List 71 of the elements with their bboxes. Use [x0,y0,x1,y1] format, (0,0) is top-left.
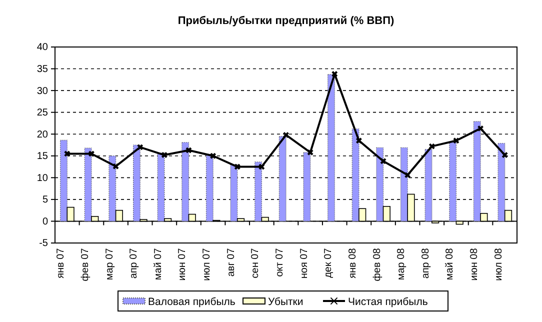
bar [182,142,190,222]
x-tick-label: фев 07 [80,248,91,282]
bar [473,121,481,222]
bar [84,148,92,222]
y-tick-label: 30 [36,86,48,97]
point [258,164,265,170]
x-tick-label: июл 07 [202,248,213,281]
y-tick-label: 5 [42,194,48,206]
bar [400,147,408,222]
bar [352,128,360,222]
point [428,143,435,150]
x-tick-label: фев 08 [372,248,383,282]
bar [328,74,335,222]
bar [230,164,238,222]
point [332,71,338,77]
bar [206,154,214,222]
point [356,138,362,144]
x-tick-label: июл 08 [493,248,504,281]
bar [376,147,384,222]
x-tick-label: янв 07 [56,248,67,278]
x-tick-label: мар 08 [396,248,408,280]
x-tick-label: мар 07 [104,248,116,280]
point [478,125,484,132]
bar [449,142,457,222]
x-tick-label: апр 08 [420,248,432,279]
x-tick-label: май 07 [152,248,164,280]
x-tick-label: апр 07 [128,248,140,279]
x-tick-label: авг 07 [226,248,237,277]
bar [278,136,286,222]
legend-label: Валовая прибыль [148,296,236,308]
bar [132,144,140,222]
point [64,150,70,157]
point [307,149,314,156]
y-tick-label: 10 [36,172,48,184]
point [210,152,216,159]
legend-label: Чистая прибыль [348,296,428,308]
chart-title: Прибыль/убытки предприятий (% ВВП) [178,15,394,27]
x-tick-label: июн 07 [177,248,188,281]
y-tick-label: 40 [36,42,48,54]
x-tick-label: дек 07 [323,248,334,278]
bar [424,149,432,222]
bar [254,162,262,222]
point [404,172,411,178]
point [234,164,240,170]
point [112,163,119,170]
x-tick-label: окт 07 [274,248,286,277]
legend-label: Убытки [268,296,304,308]
y-tick-label: 15 [36,151,48,162]
y-tick-label: 35 [36,64,48,75]
bar [108,156,116,222]
point [88,150,94,157]
bar [303,152,311,222]
y-tick-label: 25 [36,108,48,119]
y-tick-label: -5 [39,238,48,250]
bar [60,140,68,222]
bar [498,142,506,222]
bar [157,152,165,222]
y-tick-label: 0 [42,216,48,228]
point [186,147,192,154]
point [283,132,289,138]
y-tick-label: 20 [36,129,48,140]
x-tick-label: янв 08 [347,248,358,278]
x-tick-label: июн 08 [469,248,480,281]
x-tick-label: сен 07 [250,248,262,278]
x-tick-label: май 08 [444,248,456,280]
x-tick-label: ноя 07 [298,248,310,279]
point [380,158,386,164]
point [502,152,508,158]
point [161,152,168,158]
point [137,144,144,150]
point [453,138,460,144]
